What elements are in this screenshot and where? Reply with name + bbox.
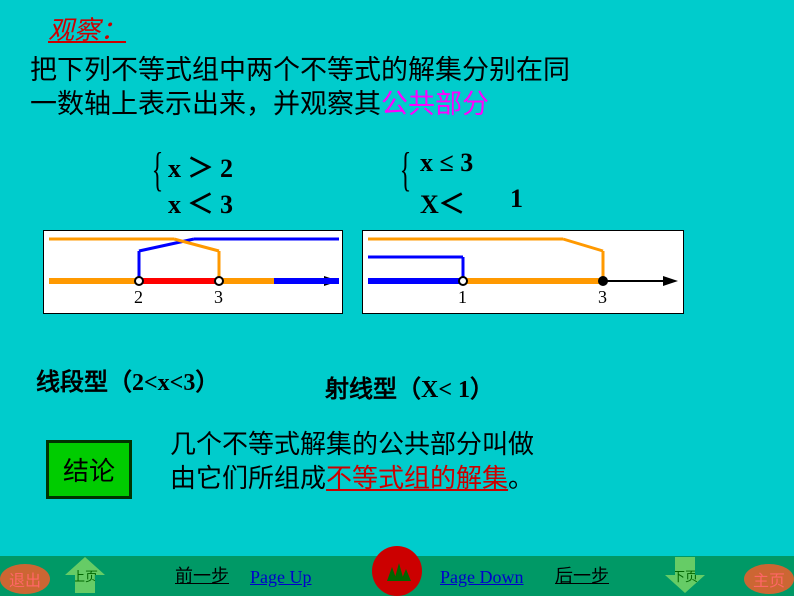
next-button[interactable]: 后一步 (555, 562, 609, 588)
instruction-line2a: 一数轴上表示出来，并观察其 (30, 89, 381, 119)
group2-tick2: 3 (598, 287, 607, 307)
group1-tick1: 2 (134, 287, 143, 307)
group2-brace: { (400, 142, 412, 197)
center-logo-icon[interactable] (372, 546, 422, 596)
instruction-line2: 一数轴上表示出来，并观察其公共部分 (30, 82, 489, 121)
group1-numberline: 2 3 (43, 230, 343, 314)
instruction-highlight: 公共部分 (381, 89, 489, 119)
group2-numberline: 1 3 (362, 230, 684, 314)
group2-ineq2b: 1 (510, 184, 523, 214)
home-button[interactable]: 主页 (744, 564, 794, 594)
pageup-link[interactable]: Page Up (250, 567, 312, 588)
observe-title: 观察： (48, 10, 126, 47)
page-up-arrow[interactable]: 上页 (65, 557, 105, 593)
group1-ineq2: x ＜ 3 (168, 184, 233, 221)
conclusion-badge: 结论 (46, 440, 132, 499)
group1-brace: { (152, 142, 164, 197)
group1-ineq1: x ＞ 2 (168, 148, 233, 185)
nav-bar: 退出 上页 前一步 Page Up Page Down 后一步 下页 主页 (0, 556, 794, 596)
group1-type: 线段型（2<x<3） (36, 362, 219, 397)
group2-type: 射线型（X< 1） (325, 369, 494, 404)
conclusion-text: 几个不等式解集的公共部分叫做 由它们所组成不等式组的解集。 (170, 428, 534, 496)
group1-tick2: 3 (214, 287, 223, 307)
group2-ineq1: x ≤ 3 (420, 148, 473, 178)
exit-button[interactable]: 退出 (0, 564, 50, 594)
page-down-arrow[interactable]: 下页 (665, 557, 705, 593)
group2-ineq2a: X＜ (420, 184, 465, 221)
prev-button[interactable]: 前一步 (175, 562, 229, 588)
group2-tick1: 1 (458, 287, 467, 307)
pagedown-link[interactable]: Page Down (440, 567, 524, 588)
